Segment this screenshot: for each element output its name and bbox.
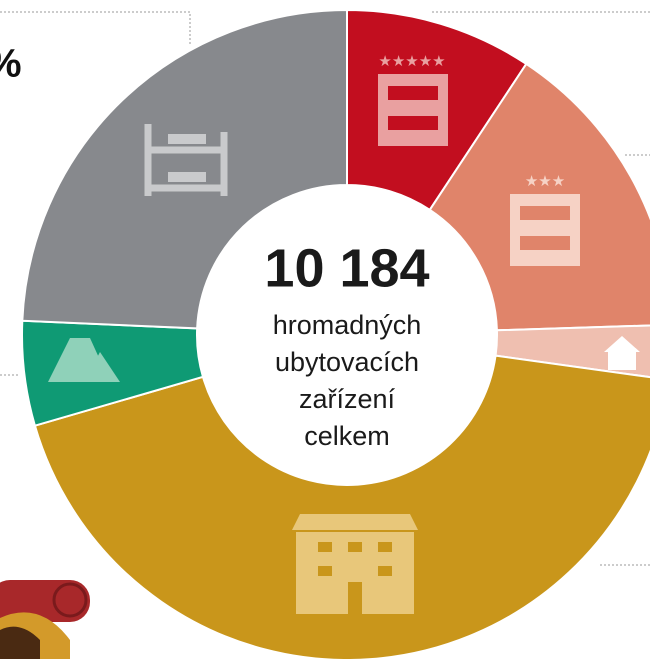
center-text: ubytovacích bbox=[275, 347, 419, 377]
chart: % ★★★★★ ★★★ bbox=[0, 0, 650, 659]
leader-line bbox=[0, 12, 190, 45]
center-text: zařízení bbox=[299, 384, 396, 414]
center-text: celkem bbox=[304, 421, 390, 451]
backpack bbox=[0, 580, 90, 659]
svg-text:★★★: ★★★ bbox=[525, 173, 565, 190]
center-text: hromadných bbox=[273, 310, 422, 340]
corner-text: % bbox=[0, 42, 22, 86]
total-label: 10 184 bbox=[264, 238, 429, 298]
svg-text:★★★★★: ★★★★★ bbox=[378, 53, 445, 70]
hotel-5-icon: ★★★★★ bbox=[378, 53, 448, 146]
pension-icon bbox=[292, 514, 418, 614]
